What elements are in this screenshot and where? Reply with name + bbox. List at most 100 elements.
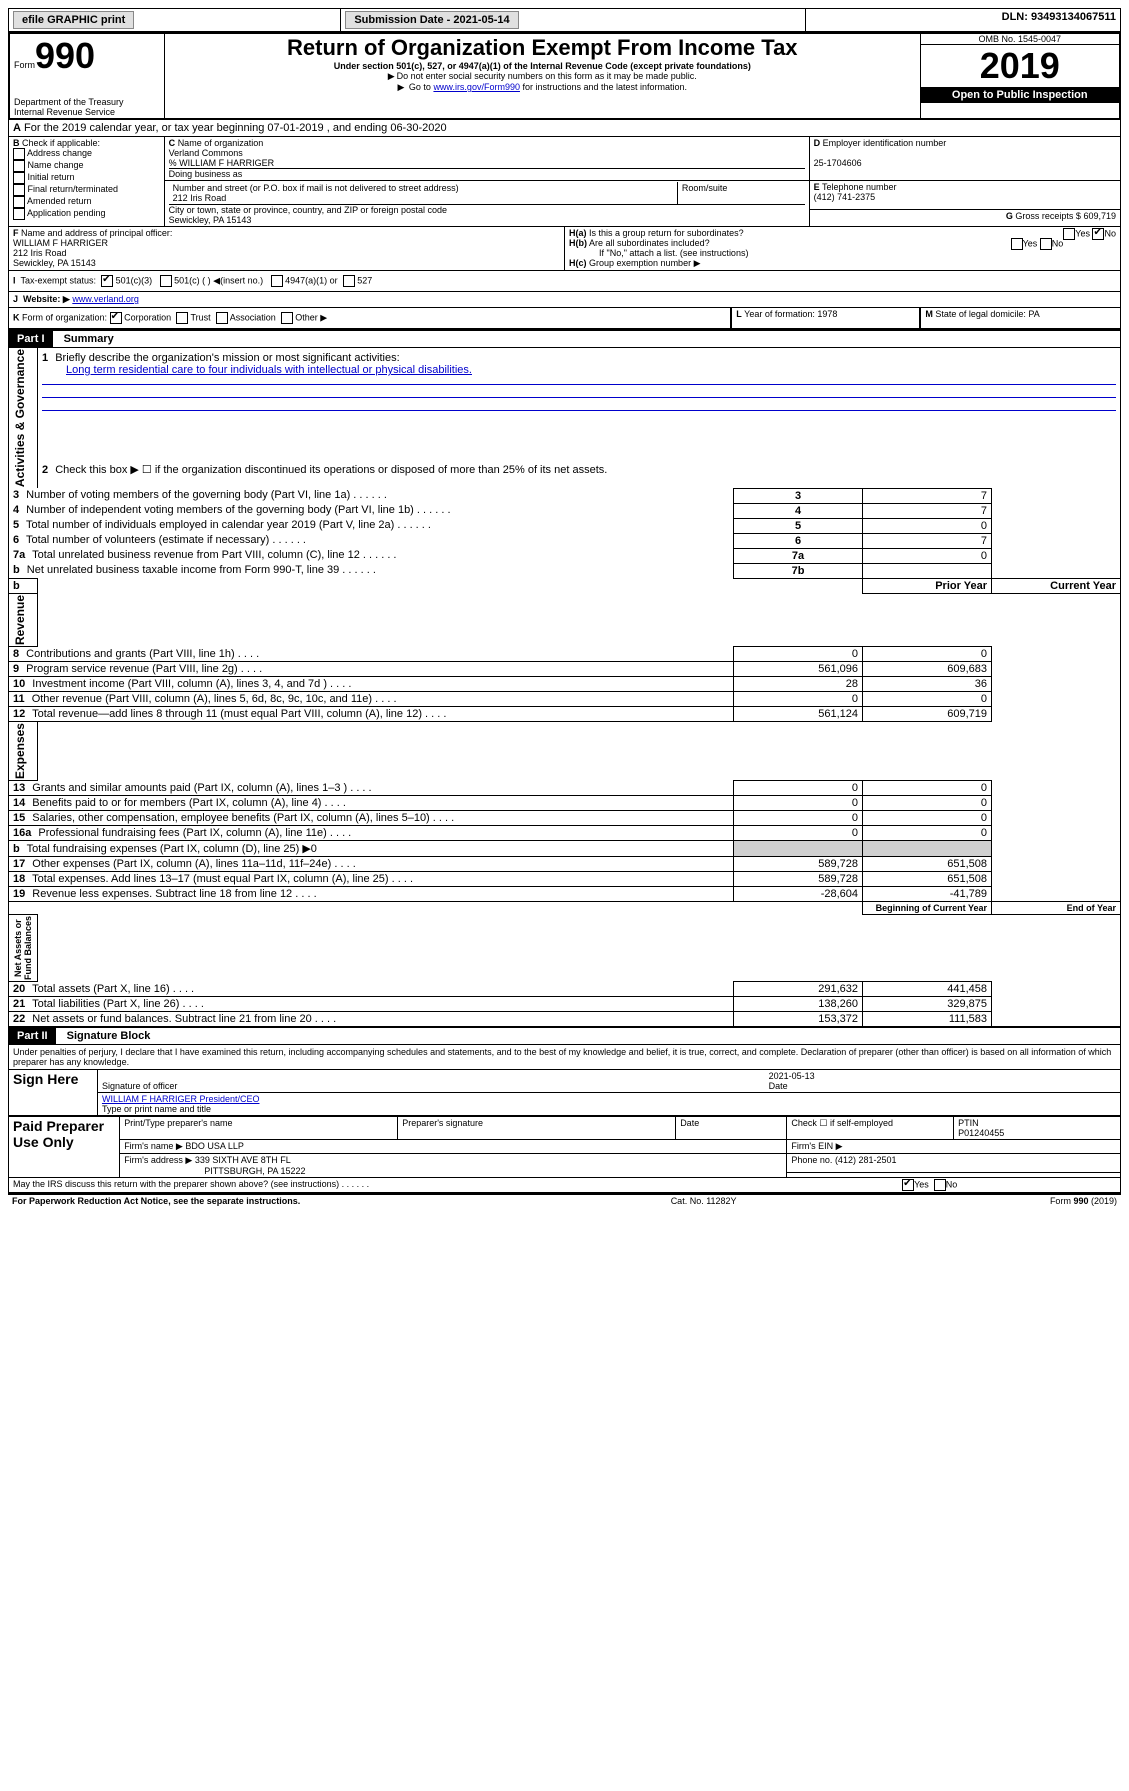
gross-receipts: 609,719: [1083, 211, 1116, 221]
form-subtitle: Under section 501(c), 527, or 4947(a)(1)…: [169, 61, 915, 71]
line-KLM: K Form of organization: Corporation Trus…: [8, 308, 1121, 329]
I-opt0: 501(c)(3): [116, 275, 153, 285]
K-opt0: Corporation: [124, 312, 171, 322]
D-label: Employer identification number: [823, 138, 947, 148]
section-BCDEG: B Check if applicable: Address change Na…: [8, 137, 1121, 227]
form-title: Return of Organization Exempt From Incom…: [169, 35, 915, 61]
I-501c3[interactable]: [101, 275, 113, 287]
B-opt[interactable]: [13, 160, 25, 172]
B-label: Check if applicable:: [22, 138, 100, 148]
officer-typed: WILLIAM F HARRIGER President/CEO: [102, 1094, 260, 1104]
submission-btn[interactable]: Submission Date - 2021-05-14: [345, 11, 518, 29]
firm-phone-label: Phone no.: [791, 1155, 832, 1165]
E-label: Telephone number: [822, 182, 897, 192]
B-opt[interactable]: [13, 172, 25, 184]
box-E: E Telephone number (412) 741-2375: [809, 181, 1120, 210]
K-corp[interactable]: [110, 312, 122, 324]
vert-rev: Revenue: [9, 593, 38, 646]
K-assoc[interactable]: [216, 312, 228, 324]
I-opt3: 527: [357, 275, 372, 285]
tax-year: 2019: [921, 45, 1119, 87]
q1: Briefly describe the organization's miss…: [55, 352, 399, 364]
part1-header: Part I Summary: [8, 329, 1121, 348]
box-B: B Check if applicable: Address change Na…: [9, 137, 165, 227]
sig-officer-label: Signature of officer: [102, 1081, 177, 1091]
state-domicile: PA: [1028, 309, 1039, 319]
form-right: OMB No. 1545-0047 2019 Open to Public In…: [920, 33, 1120, 119]
B-opt[interactable]: [13, 208, 25, 220]
I-527[interactable]: [343, 275, 355, 287]
box-G: G Gross receipts $ 609,719: [809, 210, 1120, 227]
warn2-link[interactable]: www.irs.gov/Form990: [433, 82, 520, 92]
C-label: Name of organization: [178, 138, 264, 148]
K-opt3: Other ▶: [295, 312, 327, 322]
paid-preparer: Paid Preparer Use Only Print/Type prepar…: [8, 1116, 1121, 1178]
mission: Long term residential care to four indiv…: [42, 364, 472, 376]
year-formed: 1978: [817, 309, 837, 319]
prep-sig-label: Preparer's signature: [398, 1116, 676, 1139]
sign-here: Sign Here: [9, 1070, 98, 1116]
sign-block: Sign Here Signature of officer 2021-05-1…: [8, 1070, 1121, 1116]
B-opt[interactable]: [13, 196, 25, 208]
warn2-pre: Go to: [409, 82, 434, 92]
L-label: Year of formation:: [744, 309, 815, 319]
Ha-no[interactable]: [1092, 228, 1104, 240]
warn2-post: for instructions and the latest informat…: [520, 82, 687, 92]
addr-label: Number and street (or P.O. box if mail i…: [173, 183, 459, 193]
B-opt[interactable]: [13, 148, 25, 160]
ptin: P01240455: [958, 1128, 1004, 1138]
K-opt1: Trust: [190, 312, 210, 322]
Ha-yes[interactable]: [1063, 228, 1075, 240]
K-other[interactable]: [281, 312, 293, 324]
Hb-no[interactable]: [1040, 238, 1052, 250]
firm-phone: (412) 281-2501: [835, 1155, 897, 1165]
form-number: 990: [35, 35, 95, 76]
B-opt[interactable]: [13, 184, 25, 196]
M-label: State of legal domicile:: [935, 309, 1026, 319]
efile-btn[interactable]: efile GRAPHIC print: [13, 11, 134, 29]
by-hdr: Beginning of Current Year: [863, 901, 992, 914]
footer: For Paperwork Reduction Act Notice, see …: [8, 1193, 1121, 1207]
officer-addr1: 212 Iris Road: [13, 248, 67, 258]
officer-addr2: Sewickley, PA 15143: [13, 258, 96, 268]
firm-addr: 339 SIXTH AVE 8TH FL: [195, 1155, 291, 1165]
Ha-text: Is this a group return for subordinates?: [589, 228, 744, 238]
discuss-yes[interactable]: [902, 1179, 914, 1191]
form-center: Return of Organization Exempt From Incom…: [165, 33, 920, 119]
form-prefix: Form: [14, 60, 35, 70]
warn1: Do not enter social security numbers on …: [169, 71, 915, 82]
city-label: City or town, state or province, country…: [169, 205, 447, 215]
dba-label: Doing business as: [169, 168, 805, 179]
I-label: Tax-exempt status:: [21, 275, 97, 285]
K-label: Form of organization:: [22, 312, 107, 322]
Hb-yes[interactable]: [1011, 238, 1023, 250]
city: Sewickley, PA 15143: [169, 215, 252, 225]
cy-hdr: Current Year: [992, 578, 1121, 593]
vert-exp: Expenses: [9, 721, 38, 780]
I-4947[interactable]: [271, 275, 283, 287]
Hb-text: Are all subordinates included?: [589, 238, 710, 248]
box-F: F Name and address of principal officer:…: [9, 227, 565, 271]
website-link[interactable]: www.verland.org: [72, 294, 139, 304]
ein: 25-1704606: [814, 158, 862, 168]
cat-no: Cat. No. 11282Y: [565, 1194, 843, 1207]
I-501c[interactable]: [160, 275, 172, 287]
paperwork: For Paperwork Reduction Act Notice, see …: [8, 1194, 565, 1207]
K-trust[interactable]: [176, 312, 188, 324]
py-hdr: Prior Year: [863, 578, 992, 593]
I-opt1: 501(c) ( ) ◀(insert no.): [174, 275, 263, 285]
dept-label: Department of the Treasury Internal Reve…: [14, 97, 160, 117]
open-public: Open to Public Inspection: [921, 87, 1119, 103]
date-label: Date: [769, 1081, 788, 1091]
box-D: D Employer identification number 25-1704…: [809, 137, 1120, 181]
phone: (412) 741-2375: [814, 192, 876, 202]
discuss-row: May the IRS discuss this return with the…: [8, 1178, 1121, 1193]
discuss-no[interactable]: [934, 1179, 946, 1191]
A-text: For the 2019 calendar year, or tax year …: [24, 122, 447, 134]
form-left: Form990 Department of the Treasury Inter…: [9, 33, 165, 119]
section-FH: F Name and address of principal officer:…: [8, 227, 1121, 271]
submission-cell: Submission Date - 2021-05-14: [341, 9, 806, 32]
q2: Check this box ▶ ☐ if the organization d…: [55, 464, 607, 476]
part1-title: Part I: [9, 331, 53, 347]
form-header: Form990 Department of the Treasury Inter…: [8, 32, 1121, 120]
